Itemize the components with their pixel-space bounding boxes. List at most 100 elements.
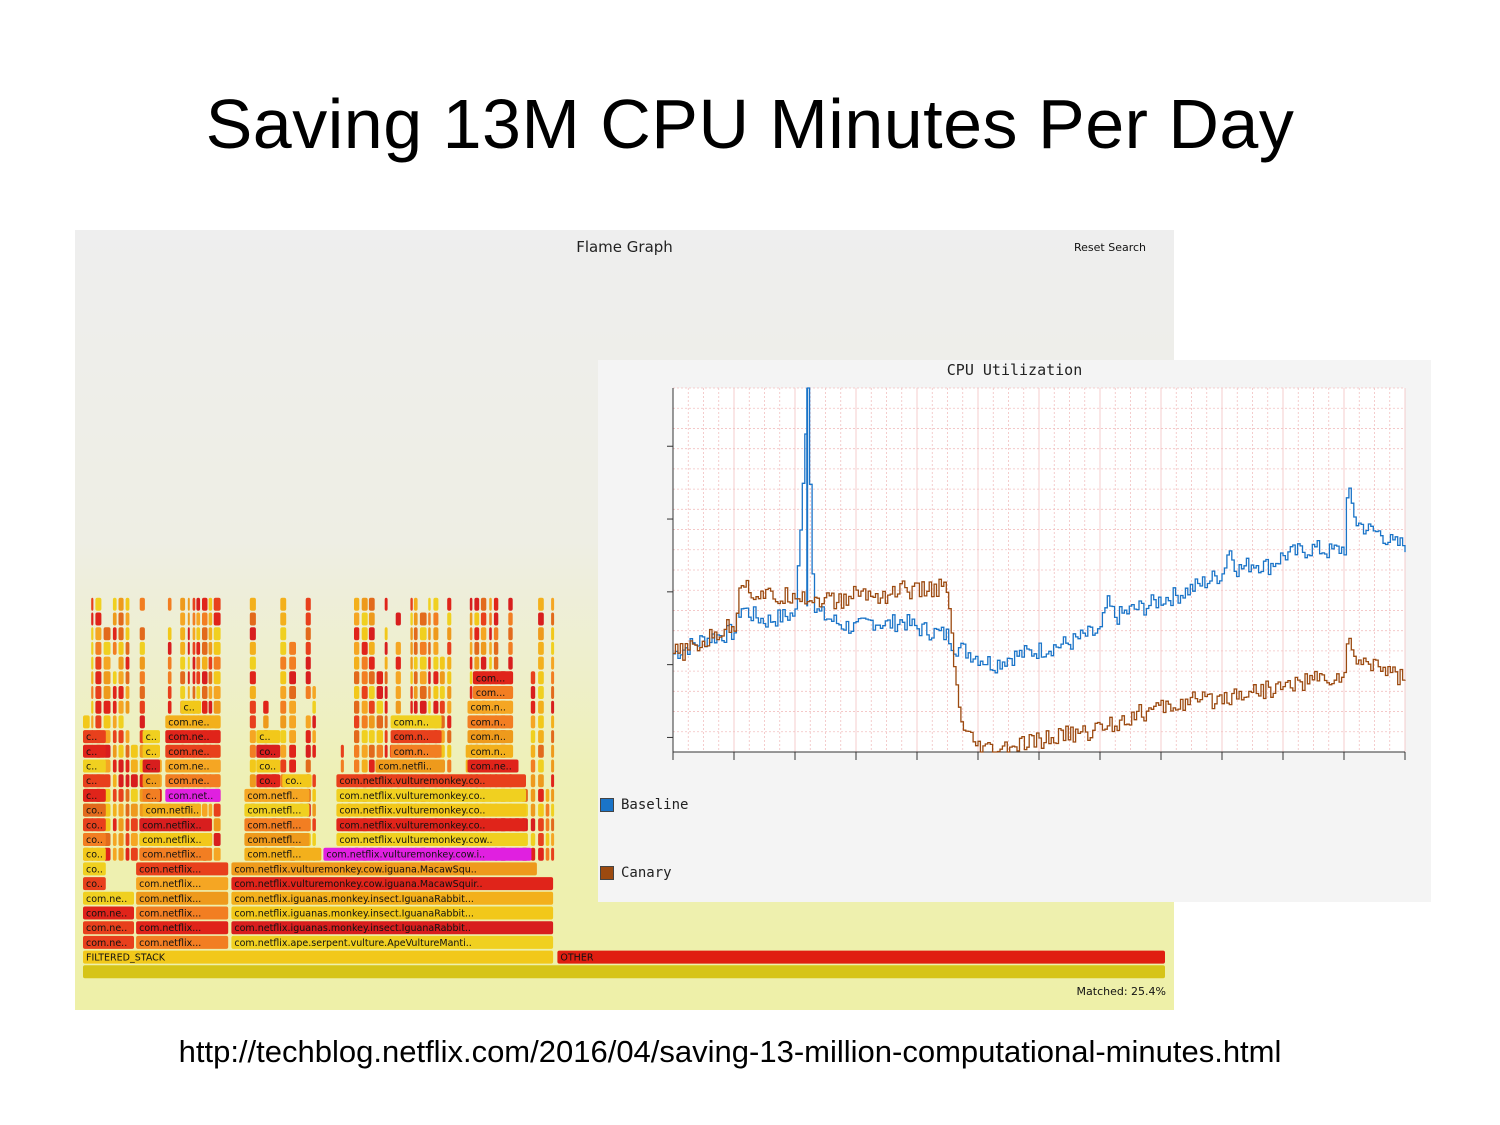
flame-frame[interactable]: [368, 597, 375, 611]
flame-frame[interactable]: [312, 686, 316, 699]
flame-frame[interactable]: [469, 612, 473, 626]
flame-frame[interactable]: [112, 774, 117, 788]
flame-frame[interactable]: [83, 921, 134, 935]
flame-frame[interactable]: [447, 730, 452, 744]
flame-frame[interactable]: [180, 627, 186, 641]
flame-frame[interactable]: [249, 744, 256, 758]
flame-frame[interactable]: [433, 686, 439, 699]
flame-frame[interactable]: [249, 730, 256, 744]
flame-frame[interactable]: [395, 671, 401, 685]
flame-frame[interactable]: [202, 700, 208, 714]
flame-frame[interactable]: [125, 656, 130, 670]
flame-frame[interactable]: [480, 627, 487, 641]
flame-frame[interactable]: [180, 612, 186, 626]
flame-frame[interactable]: [538, 833, 544, 846]
flame-frame[interactable]: [136, 877, 229, 891]
flame-graph-canvas[interactable]: FILTERED_STACK OTHER com.ne.. com.netflix..…: [75, 230, 1174, 1010]
flame-frame[interactable]: [545, 818, 550, 832]
flame-frame[interactable]: [289, 759, 296, 773]
flame-frame[interactable]: [249, 656, 256, 670]
flame-frame[interactable]: [213, 671, 221, 685]
flame-frame[interactable]: [95, 627, 102, 641]
flame-frame[interactable]: [354, 730, 360, 744]
flame-frame[interactable]: [508, 612, 513, 626]
flame-frame[interactable]: [256, 744, 281, 758]
flame-frame[interactable]: [336, 774, 526, 788]
flame-frame[interactable]: [336, 788, 526, 802]
flame-frame[interactable]: [112, 803, 117, 817]
flame-frame[interactable]: [493, 627, 499, 641]
flame-frame[interactable]: [125, 686, 130, 699]
flame-frame[interactable]: [280, 656, 287, 670]
flame-frame[interactable]: [289, 730, 296, 744]
flame-frame[interactable]: [112, 818, 117, 832]
flame-frame[interactable]: [493, 656, 499, 670]
flame-frame[interactable]: [136, 891, 229, 905]
flame-frame[interactable]: [125, 803, 130, 817]
flame-frame[interactable]: [551, 759, 555, 773]
flame-frame[interactable]: [361, 597, 368, 611]
flame-frame[interactable]: [91, 671, 94, 685]
flame-frame[interactable]: [139, 597, 145, 611]
flame-frame[interactable]: [142, 803, 202, 817]
flame-frame[interactable]: [447, 700, 452, 714]
flame-frame[interactable]: [428, 612, 431, 626]
flame-frame[interactable]: [493, 597, 499, 611]
flame-frame[interactable]: [180, 671, 186, 685]
flame-frame[interactable]: [130, 744, 138, 758]
flame-frame[interactable]: [384, 671, 388, 685]
flame-frame[interactable]: [249, 700, 256, 714]
flame-frame[interactable]: [336, 833, 526, 846]
flame-frame[interactable]: [208, 612, 213, 626]
flame-frame[interactable]: [112, 759, 117, 773]
flame-frame[interactable]: [447, 641, 452, 655]
flame-frame[interactable]: [376, 730, 383, 744]
flame-frame[interactable]: [208, 700, 213, 714]
flame-frame[interactable]: [180, 641, 186, 655]
flame-frame[interactable]: [428, 656, 431, 670]
flame-frame[interactable]: [410, 597, 413, 611]
flame-frame[interactable]: [368, 656, 375, 670]
flame-frame[interactable]: [375, 759, 445, 773]
flame-frame[interactable]: [312, 715, 316, 729]
flame-frame[interactable]: [474, 612, 480, 626]
flame-frame[interactable]: [118, 597, 124, 611]
flame-frame[interactable]: [361, 612, 368, 626]
flame-frame[interactable]: [249, 671, 256, 685]
flame-frame[interactable]: [489, 627, 492, 641]
flame-frame[interactable]: [538, 759, 544, 773]
flame-frame[interactable]: [447, 612, 452, 626]
flame-frame[interactable]: [91, 715, 94, 729]
flame-frame[interactable]: [202, 627, 208, 641]
flame-frame[interactable]: [447, 686, 452, 699]
flame-frame[interactable]: [139, 627, 145, 641]
flame-frame[interactable]: [395, 656, 401, 670]
flame-frame[interactable]: [472, 671, 514, 685]
flame-frame[interactable]: [376, 671, 383, 685]
flame-frame[interactable]: [354, 671, 360, 685]
flame-frame[interactable]: [368, 759, 375, 773]
flame-frame[interactable]: [354, 715, 360, 729]
flame-frame[interactable]: [112, 788, 117, 802]
flame-frame[interactable]: [384, 744, 388, 758]
flame-frame[interactable]: [530, 803, 536, 817]
flame-frame[interactable]: [167, 656, 172, 670]
flame-frame[interactable]: [413, 597, 418, 611]
flame-frame[interactable]: [180, 700, 202, 714]
flame-frame[interactable]: [249, 627, 256, 641]
legend-item-canary[interactable]: Canary: [600, 865, 672, 881]
flame-frame[interactable]: [384, 700, 388, 714]
flame-frame[interactable]: [305, 597, 311, 611]
flame-frame[interactable]: [428, 597, 431, 611]
flame-frame[interactable]: [249, 759, 256, 773]
flame-frame[interactable]: [551, 612, 555, 626]
flame-frame[interactable]: [493, 612, 499, 626]
flame-frame[interactable]: [125, 641, 130, 655]
flame-frame[interactable]: [83, 715, 90, 729]
flame-frame[interactable]: [368, 744, 375, 758]
flame-frame[interactable]: [368, 641, 375, 655]
flame-frame[interactable]: [213, 818, 221, 832]
flame-frame[interactable]: [91, 641, 94, 655]
flame-frame[interactable]: [312, 803, 316, 817]
flame-frame[interactable]: [361, 744, 368, 758]
